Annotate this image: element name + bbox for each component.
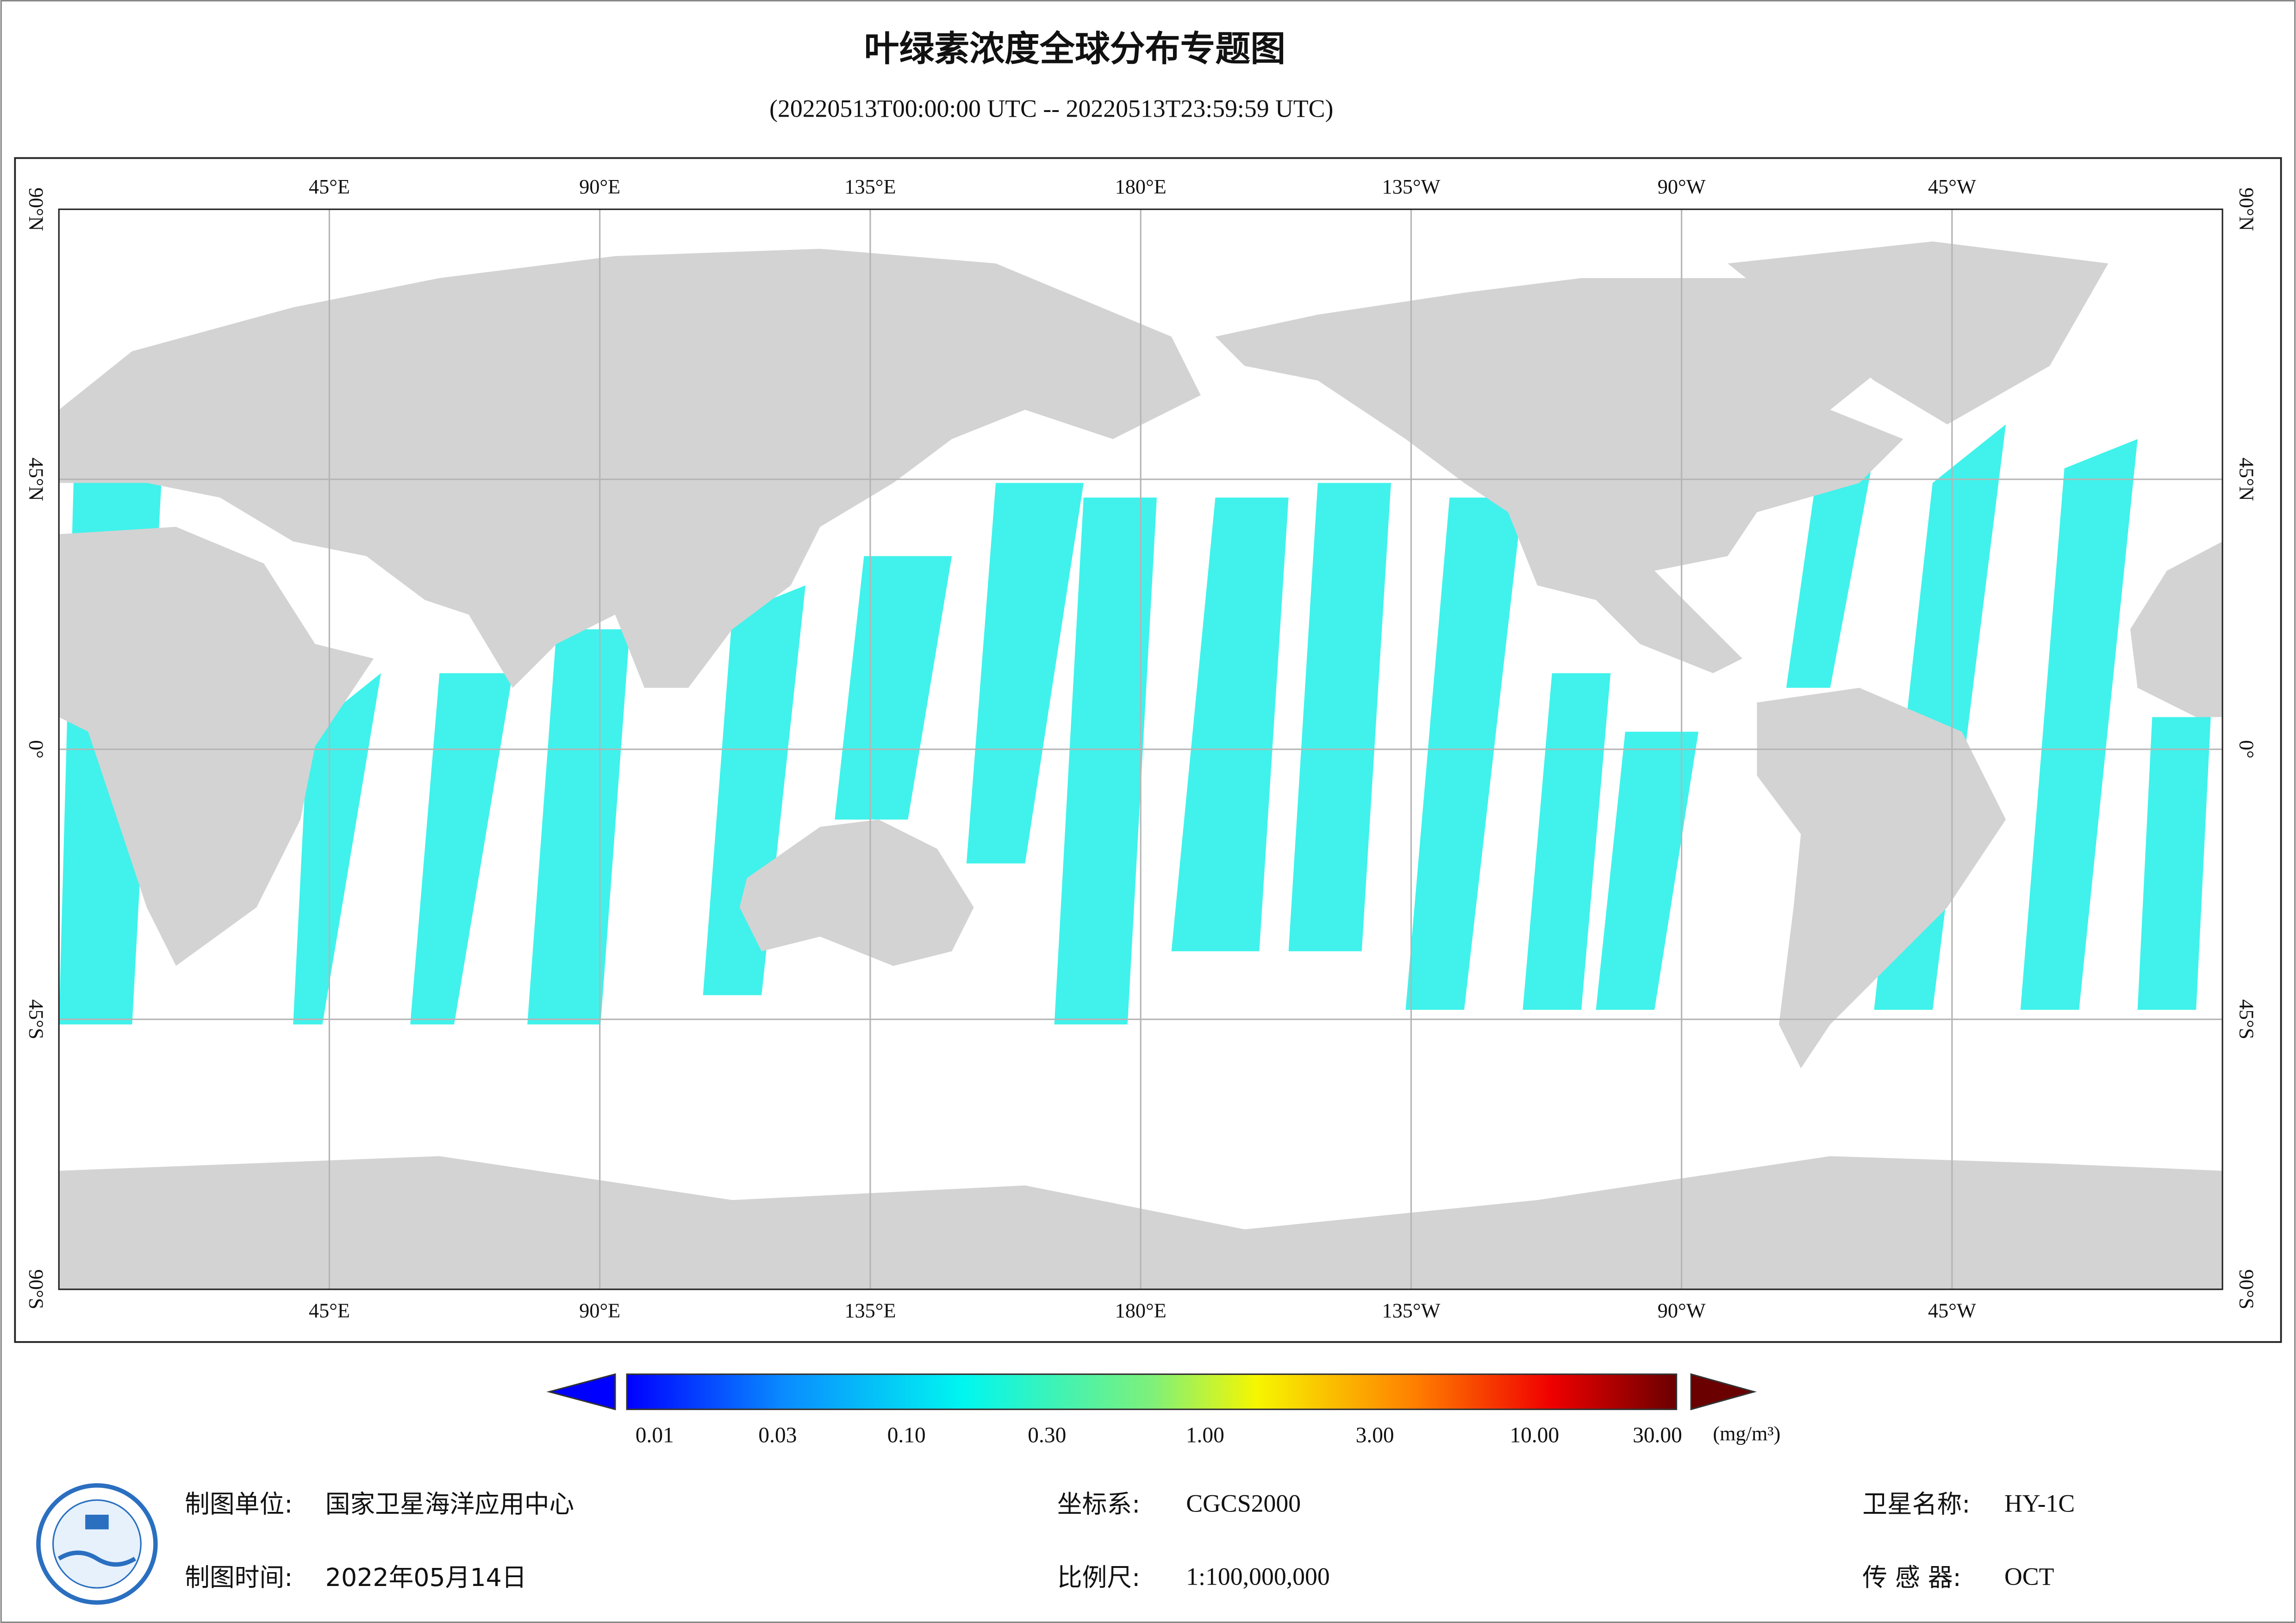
lat-label-left: 90°N (25, 187, 47, 231)
lon-label-top: 45°E (309, 175, 350, 198)
crs: CGCS2000 (1186, 1489, 1301, 1517)
lon-label-top: 90°W (1658, 175, 1706, 198)
sensor: OCT (2004, 1562, 2054, 1590)
lon-label-bottom: 45°E (309, 1300, 350, 1322)
lat-label-right: 90°S (2235, 1269, 2258, 1310)
colorbar (546, 1373, 1757, 1411)
colorbar-ticks: 0.01 0.03 0.10 0.30 1.00 3.00 10.00 30.00 (mg/m³… (636, 1422, 1781, 1447)
subtitle: (20220513T00:00:00 UTC -- 20220513T23:59… (769, 95, 1333, 123)
colorbar-tick-label: 0.30 (1028, 1423, 1066, 1447)
colorbar-bar (626, 1373, 1678, 1410)
lat-label-right: 90°N (2235, 187, 2258, 231)
colorbar-low-arrow (546, 1373, 616, 1411)
satellite: HY-1C (2004, 1489, 2075, 1517)
colorbar-tick-label: 0.01 (636, 1423, 674, 1447)
scale-label: 比例尺: (1057, 1563, 1140, 1592)
lon-label-top: 180°E (1115, 175, 1167, 198)
colorbar-tick-label: 0.10 (887, 1423, 926, 1447)
map-frame (14, 157, 2282, 1343)
date: 2022年05月14日 (325, 1563, 527, 1592)
producer-label: 制图单位: (185, 1490, 293, 1519)
colorbar-unit: (mg/m³) (1713, 1422, 1780, 1445)
lon-label-top: 135°W (1382, 175, 1440, 198)
lon-label-top: 45°W (1928, 175, 1976, 198)
lon-label-bottom: 180°E (1115, 1300, 1167, 1322)
map-border (58, 208, 2223, 1290)
colorbar-tick-label: 10.00 (1510, 1423, 1559, 1447)
lon-label-bottom: 45°W (1928, 1300, 1976, 1322)
sensor-label: 传 感 器: (1862, 1563, 1961, 1592)
lat-label-left: 0° (25, 740, 47, 759)
colorbar-high-arrow (1690, 1373, 1757, 1411)
lon-label-top: 135°E (844, 175, 896, 198)
colorbar-tick-label: 1.00 (1186, 1423, 1224, 1447)
lat-label-left: 45°S (25, 999, 47, 1039)
crs-label: 坐标系: (1057, 1490, 1140, 1519)
producer: 国家卫星海洋应用中心 (325, 1490, 574, 1519)
scale: 1:100,000,000 (1186, 1562, 1330, 1590)
lat-label-right: 45°N (2235, 458, 2258, 501)
lon-label-top: 90°E (579, 175, 620, 198)
lat-label-right: 0° (2235, 740, 2258, 759)
date-label: 制图时间: (185, 1563, 293, 1592)
graticule: 45°E 45°E 90°E 90°E 135°E 135°E 180°E 180°E 135°… (25, 175, 2258, 1322)
lat-label-left: 90°S (25, 1269, 47, 1310)
lon-label-bottom: 135°W (1382, 1300, 1440, 1322)
logo (36, 1483, 158, 1605)
footer: 制图单位: 国家卫星海洋应用中心 坐标系: CGCS2000 卫星名称: HY-… (185, 1489, 2075, 1592)
colorbar-tick-label: 3.00 (1356, 1423, 1394, 1447)
colorbar-tick-label: 30.00 (1633, 1423, 1682, 1447)
title: 叶绿素浓度全球分布专题图 (864, 29, 1286, 69)
lon-label-bottom: 90°W (1658, 1300, 1706, 1322)
lon-label-bottom: 90°E (579, 1300, 620, 1322)
lat-label-right: 45°S (2235, 999, 2258, 1039)
lat-label-left: 45°N (25, 458, 47, 501)
colorbar-tick-label: 0.03 (758, 1423, 797, 1447)
satellite-label: 卫星名称: (1862, 1490, 1970, 1519)
lon-label-bottom: 135°E (844, 1300, 896, 1322)
